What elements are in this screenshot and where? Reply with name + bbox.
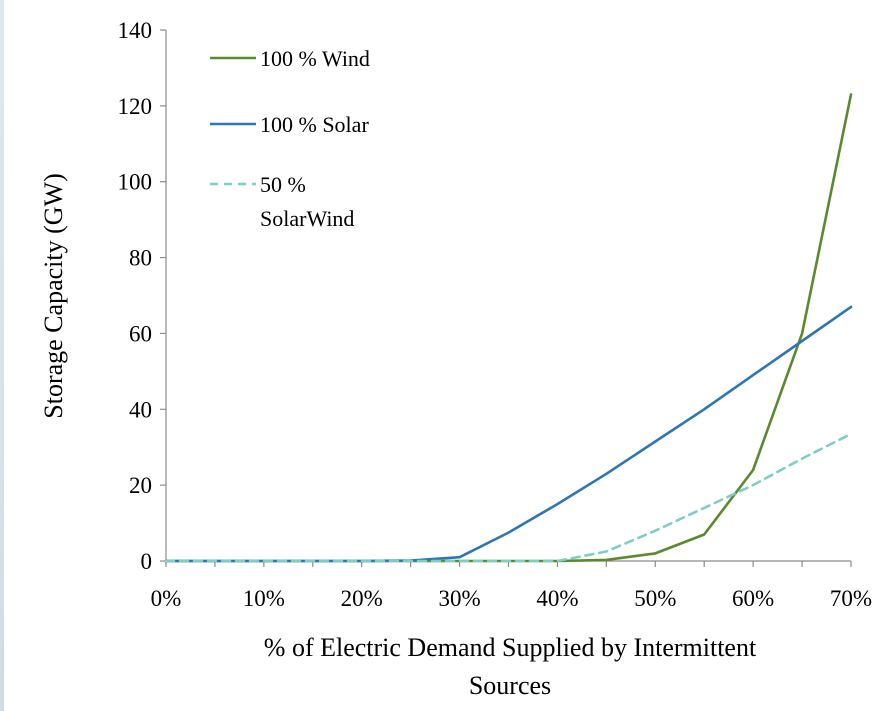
x-tick-label: 30% xyxy=(438,586,480,611)
series-layer xyxy=(164,93,853,563)
chart-panel: 0 20 40 60 80 100 120 140 0% 10% 20% 30% 40% 50% 60% 70… xyxy=(4,0,896,711)
axes: 0 20 40 60 80 100 120 140 0% 10% 20% 30% 40% 50% 60% 70… xyxy=(118,18,873,611)
x-tick-label: 60% xyxy=(732,586,774,611)
x-tick-label: 50% xyxy=(634,586,676,611)
y-tick-label: 120 xyxy=(118,94,153,119)
series-line-0 xyxy=(164,93,853,563)
legend-label-2: SolarWind xyxy=(260,206,354,231)
y-tick-label: 20 xyxy=(129,473,152,498)
legend-label-1: 100 % Solar xyxy=(260,112,369,137)
y-tick-label: 140 xyxy=(118,18,153,43)
series-line-1 xyxy=(164,305,853,563)
series-line-2 xyxy=(164,432,853,563)
legend-label-2: 50 % xyxy=(260,172,306,197)
y-tick-label: 40 xyxy=(129,397,152,422)
legend-label-0: 100 % Wind xyxy=(260,46,370,71)
x-tick-label: 70% xyxy=(830,586,872,611)
y-tick-label: 0 xyxy=(141,549,153,574)
legend: 100 % Wind 100 % Solar 50 % SolarWind xyxy=(210,46,370,231)
y-tick-label: 80 xyxy=(129,246,152,271)
x-tick-label: 0% xyxy=(151,586,182,611)
y-tick-label: 60 xyxy=(129,321,152,346)
x-tick-label: 10% xyxy=(243,586,285,611)
x-axis-title-line-1: % of Electric Demand Supplied by Intermi… xyxy=(264,633,757,662)
line-chart: 0 20 40 60 80 100 120 140 0% 10% 20% 30% 40% 50% 60% 70… xyxy=(39,18,873,700)
x-tick-label: 40% xyxy=(536,586,578,611)
y-tick-label: 100 xyxy=(118,170,153,195)
x-axis-title-line-2: Sources xyxy=(469,671,551,700)
x-tick-label: 20% xyxy=(341,586,383,611)
y-axis-title: Storage Capacity (GW) xyxy=(39,173,68,418)
